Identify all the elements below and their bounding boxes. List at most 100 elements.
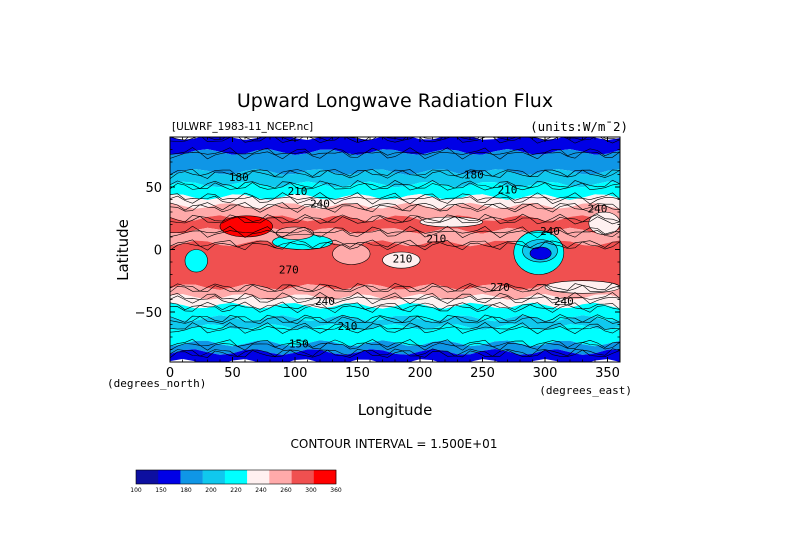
field-patch: [185, 249, 208, 273]
contour-line: [544, 280, 620, 294]
field-patch: [332, 243, 371, 265]
y-unit-label: (degrees_north): [107, 377, 206, 390]
contour-label: 240: [554, 295, 574, 308]
contour-line: [170, 203, 620, 213]
contour-line: [170, 341, 620, 351]
heatmap-field: [170, 137, 620, 362]
x-axis-ticks: 0 50 100 150 200 250 300 350: [166, 137, 620, 381]
x-tick-label: 100: [283, 366, 308, 381]
contour-line: [419, 216, 483, 228]
colorbar-level: 240: [255, 487, 267, 494]
field-patch: [220, 215, 273, 237]
colorbar-swatch: [291, 470, 315, 484]
y-axis-ticks: 50 0 −50: [135, 149, 620, 350]
y-tick-label: 0: [154, 244, 162, 259]
field-band: [170, 181, 620, 200]
x-axis-label: Longitude: [358, 401, 433, 419]
colorbar-swatch: [269, 470, 292, 484]
contour-line: [170, 241, 620, 251]
field-patch: [382, 252, 421, 269]
contour-label: 180: [464, 169, 484, 182]
colorbar-frame: [135, 469, 337, 485]
contour-label: 150: [289, 337, 309, 350]
contour-line: [219, 215, 273, 238]
contour-label: 210: [288, 185, 308, 198]
contour-line: [275, 226, 315, 240]
contour-interval: CONTOUR INTERVAL = 1.500E+01: [291, 437, 498, 451]
x-tick-label: 150: [345, 366, 370, 381]
contour-line: [170, 304, 620, 314]
contour-line: [332, 242, 371, 265]
y-tick-label: −50: [135, 306, 162, 321]
units-label: (units:W/m¯2): [530, 119, 628, 134]
x-tick-label: 0: [166, 366, 174, 381]
contour-line: [170, 325, 620, 335]
contour-label: 210: [426, 232, 446, 245]
contour-line: [170, 295, 620, 305]
contour-label: 180: [229, 171, 249, 184]
contour-line: [184, 249, 208, 273]
field-patch: [530, 247, 552, 260]
source-label: [ULWRF_1983-11_NCEP.nc]: [172, 121, 313, 133]
contour-line: [529, 246, 552, 260]
colorbar-swatch: [202, 470, 226, 484]
colorbar-swatch: [224, 470, 248, 484]
contour-line: [513, 230, 565, 275]
contour-label: 210: [393, 252, 413, 265]
contour-line: [170, 284, 620, 293]
contour-line: [170, 215, 620, 225]
field-patch: [545, 280, 620, 294]
y-axis-label: Latitude: [114, 219, 132, 281]
colorbar-level: 360: [330, 487, 342, 494]
contour-line: [170, 314, 620, 323]
x-tick-label: 350: [595, 366, 620, 381]
contour-label: 270: [490, 281, 510, 294]
contour-line: [170, 315, 620, 325]
colorbar-level: 200: [205, 487, 217, 494]
colorbar-swatch: [247, 470, 270, 484]
colorbar-swatch: [180, 470, 203, 484]
field-band: [170, 349, 620, 362]
contour-line: [272, 234, 333, 250]
x-tick-label: 200: [408, 366, 433, 381]
y-tick-label: 50: [145, 181, 162, 196]
x-unit-label: (degrees_east): [539, 384, 632, 397]
contour-line: [170, 182, 620, 191]
contour-label: 240: [540, 225, 560, 238]
x-tick-label: 50: [224, 366, 241, 381]
contour-label: 240: [315, 295, 335, 308]
colorbar-swatch: [158, 470, 181, 484]
contour-line: [170, 229, 620, 239]
x-tick-label: 300: [533, 366, 558, 381]
contour-line: [170, 192, 620, 201]
field-band: [170, 294, 620, 309]
contour-line: [170, 169, 620, 179]
contour-line: [382, 251, 421, 269]
contour-line: [170, 301, 620, 311]
field-patch: [588, 212, 620, 235]
contour-line: [588, 211, 620, 235]
contour-label: 240: [310, 197, 330, 210]
contour-label: 270: [279, 264, 299, 277]
field-band: [170, 202, 620, 222]
contour-line: [170, 202, 620, 211]
colorbar-level: 180: [180, 487, 192, 494]
field-band: [170, 324, 620, 347]
colorbar-swatch: [313, 470, 337, 484]
contour-label: 210: [338, 320, 358, 333]
field-band: [170, 137, 620, 155]
x-tick-label: 250: [470, 366, 495, 381]
colorbar-level: 100: [130, 487, 142, 494]
colorbar: 100 150 180 200 220 240 260 300 360: [130, 469, 342, 494]
contour-line: [170, 151, 620, 160]
contour-line: [522, 239, 558, 263]
contour-label: 210: [498, 184, 518, 197]
chart-title: Upward Longwave Radiation Flux: [237, 90, 553, 112]
colorbar-swatch: [136, 470, 159, 484]
contour-line: [170, 195, 620, 205]
contour-label: 240: [588, 202, 608, 215]
colorbar-level: 300: [305, 487, 317, 494]
field-band: [170, 149, 620, 175]
